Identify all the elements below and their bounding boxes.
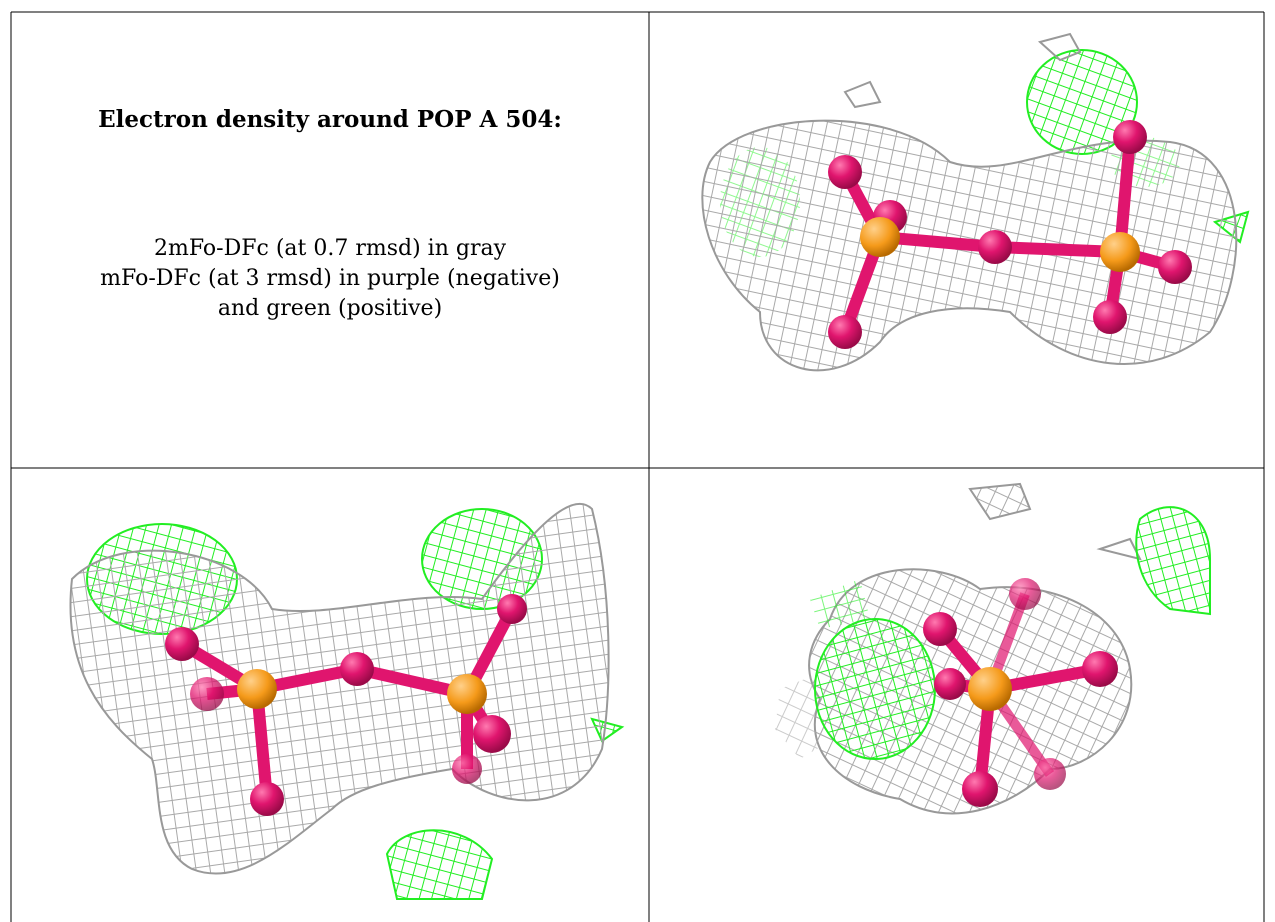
positive-density-blob — [810, 506, 1211, 760]
gray-density-mesh — [69, 503, 610, 875]
molecule-render-1 — [701, 32, 1250, 372]
pyrophosphate-molecule — [923, 578, 1118, 807]
gray-density-mesh — [701, 32, 1238, 372]
density-view-2 — [12, 469, 648, 922]
molecule-render-2 — [69, 503, 625, 900]
legend-line-gray: 2mFo-DFc (at 0.7 rmsd) in gray — [154, 236, 506, 261]
pyrophosphate-molecule — [165, 594, 527, 816]
density-view-3 — [650, 469, 1263, 922]
legend-text: 2mFo-DFc (at 0.7 rmsd) in gray mFo-DFc (… — [12, 234, 648, 324]
pyrophosphate-molecule — [828, 120, 1192, 349]
legend-line-positive: and green (positive) — [217, 296, 443, 321]
figure-title: Electron density around POP A 504: — [98, 106, 562, 133]
legend-line-difference: mFo-DFc (at 3 rmsd) in purple (negative) — [100, 266, 560, 291]
density-view-1 — [650, 12, 1263, 467]
caption-cell: Electron density around POP A 504: 2mFo-… — [12, 12, 648, 467]
molecule-render-3 — [775, 482, 1211, 815]
